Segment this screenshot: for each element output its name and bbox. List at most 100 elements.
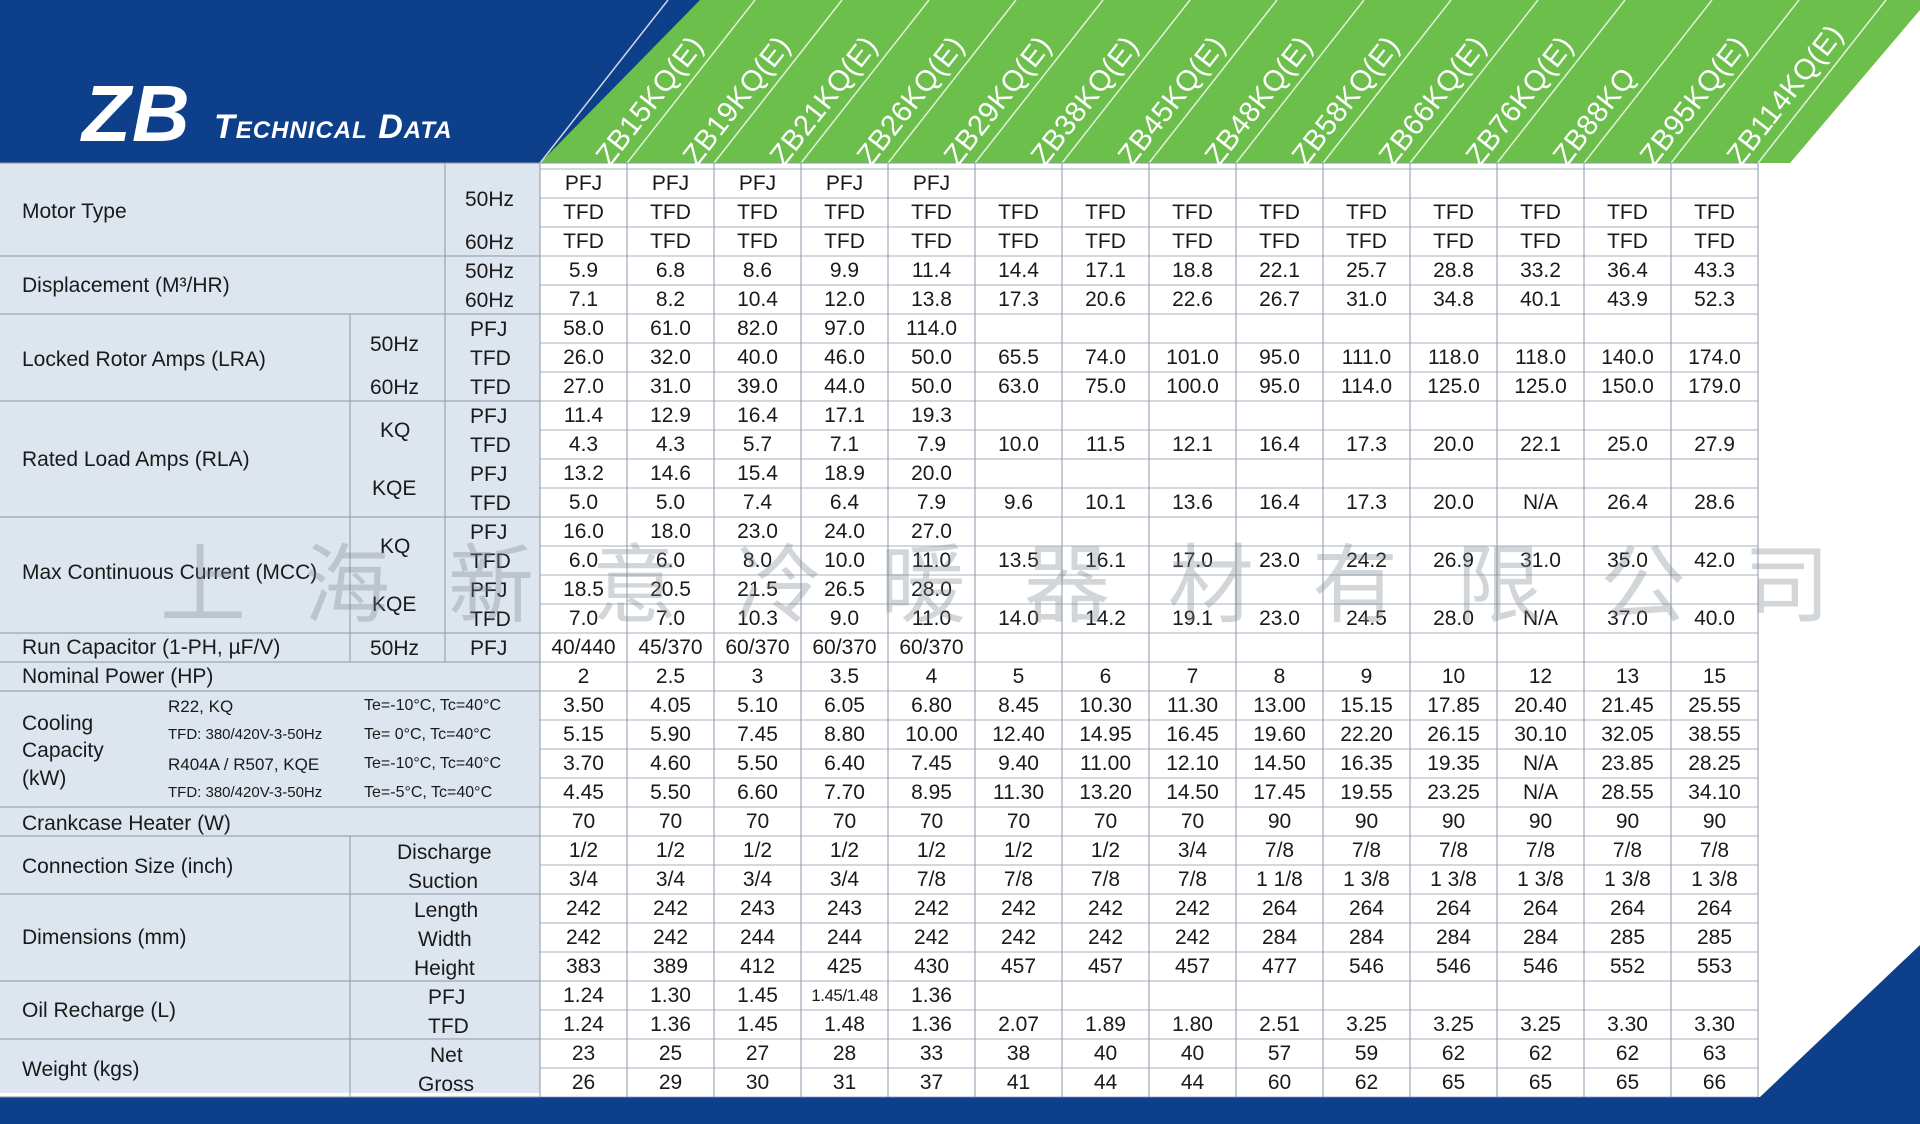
table-cell: 3.5 bbox=[829, 665, 860, 688]
table-cell: 20.6 bbox=[1085, 288, 1126, 311]
table-cell: TFD bbox=[563, 201, 604, 224]
tfd-lra-50: TFD bbox=[470, 347, 511, 370]
table-cell: 18.8 bbox=[1172, 259, 1213, 282]
table-cell: 27 bbox=[745, 1042, 770, 1065]
label-dimensions: Dimensions (mm) bbox=[22, 926, 187, 949]
label-oil: Oil Recharge (L) bbox=[22, 999, 177, 1022]
table-cell: PFJ bbox=[912, 172, 951, 195]
table-cell: TFD bbox=[1259, 201, 1300, 224]
table-cell: 383 bbox=[565, 955, 602, 978]
table-cell: 242 bbox=[565, 926, 602, 949]
table-cell: TFD bbox=[1694, 230, 1735, 253]
table-cell: PFJ bbox=[651, 172, 690, 195]
table-cell: 264 bbox=[1348, 897, 1385, 920]
table-cell: 5.0 bbox=[655, 491, 686, 514]
table-cell: 5.7 bbox=[742, 433, 773, 456]
table-cell: 244 bbox=[826, 926, 863, 949]
table-cell: 1 3/8 bbox=[1430, 868, 1477, 891]
table-cell: 389 bbox=[652, 955, 689, 978]
table-cell: 1.24 bbox=[563, 984, 604, 1007]
table-cell: TFD bbox=[824, 201, 865, 224]
table-cell: 17.3 bbox=[1346, 491, 1387, 514]
table-cell: 7.45 bbox=[911, 752, 952, 775]
table-cell: 10.0 bbox=[998, 433, 1039, 456]
table-cell: 13.8 bbox=[911, 288, 952, 311]
title-technical-data: Technical Data bbox=[214, 108, 453, 146]
table-cell: 1/2 bbox=[1003, 839, 1034, 862]
table-cell: 25.0 bbox=[1607, 433, 1648, 456]
table-cell: 10.3 bbox=[737, 607, 778, 630]
table-cell: 17.85 bbox=[1427, 694, 1480, 717]
table-cell: N/A bbox=[1522, 491, 1558, 514]
table-cell: 19.35 bbox=[1427, 752, 1480, 775]
table-cell: 2.07 bbox=[998, 1013, 1039, 1036]
table-cell: 23.85 bbox=[1601, 752, 1654, 775]
table-cell: 114.0 bbox=[1341, 375, 1392, 398]
pfj-mcc-kqe: PFJ bbox=[470, 579, 508, 602]
table-cell: 1/2 bbox=[829, 839, 860, 862]
table-cell: 11.5 bbox=[1085, 433, 1126, 456]
table-cell: 2 bbox=[577, 665, 590, 688]
table-cell: 7/8 bbox=[1438, 839, 1469, 862]
hz60-lra: 60Hz bbox=[370, 376, 420, 399]
table-cell: 3/4 bbox=[655, 868, 686, 891]
table-cell: 264 bbox=[1696, 897, 1733, 920]
label-cooling-capacity: Cooling Capacity (kW) bbox=[22, 712, 104, 790]
table-cell: 1.36 bbox=[911, 1013, 952, 1036]
table-cell: 7.1 bbox=[829, 433, 860, 456]
table-cell: 62 bbox=[1528, 1042, 1553, 1065]
table-cell: 10.00 bbox=[905, 723, 958, 746]
table-cell: 7/8 bbox=[1177, 868, 1208, 891]
table-cell: 12.9 bbox=[650, 404, 691, 427]
table-cell: 21.5 bbox=[737, 578, 778, 601]
tfd-rla-kqe: TFD bbox=[470, 492, 511, 515]
table-cell: 5.10 bbox=[737, 694, 778, 717]
table-cell: 26.4 bbox=[1607, 491, 1648, 514]
table-cell: 8.6 bbox=[742, 259, 773, 282]
table-cell: 9.6 bbox=[1003, 491, 1034, 514]
table-cell: 242 bbox=[652, 897, 689, 920]
table-cell: 12.40 bbox=[992, 723, 1045, 746]
table-cell: 1.45 bbox=[737, 1013, 778, 1036]
table-cell: 8.45 bbox=[998, 694, 1039, 717]
table-cell: 5.90 bbox=[650, 723, 691, 746]
table-cell: 114.0 bbox=[906, 317, 957, 340]
table-cell: 60 bbox=[1267, 1071, 1292, 1094]
table-cell: 12 bbox=[1528, 665, 1553, 688]
table-cell: 44 bbox=[1180, 1071, 1205, 1094]
table-cell: 7/8 bbox=[1351, 839, 1382, 862]
table-cell: 1.80 bbox=[1172, 1013, 1213, 1036]
table-cell: 101.0 bbox=[1166, 346, 1219, 369]
table-cell: 11.0 bbox=[911, 607, 952, 630]
table-cell: 1.36 bbox=[911, 984, 952, 1007]
table-cell: 284 bbox=[1348, 926, 1385, 949]
table-cell: 174.0 bbox=[1688, 346, 1741, 369]
table-cell: 30.10 bbox=[1514, 723, 1567, 746]
table-cell: 140.0 bbox=[1601, 346, 1654, 369]
table-cell: TFD bbox=[737, 230, 778, 253]
table-cell: 28.0 bbox=[911, 578, 952, 601]
pfj-runcap: PFJ bbox=[470, 637, 508, 660]
table-cell: 242 bbox=[913, 897, 950, 920]
table-cell: 14.6 bbox=[650, 462, 691, 485]
table-cell: TFD bbox=[650, 230, 691, 253]
table-cell: 33 bbox=[919, 1042, 944, 1065]
table-cell: 5.50 bbox=[737, 752, 778, 775]
table-cell: 90 bbox=[1441, 810, 1466, 833]
table-cell: 242 bbox=[652, 926, 689, 949]
table-cell: TFD bbox=[1520, 201, 1561, 224]
table-cell: 27.0 bbox=[911, 520, 952, 543]
table-cell: 17.1 bbox=[824, 404, 865, 427]
tfd-lra-60: TFD bbox=[470, 376, 511, 399]
table-cell: 18.5 bbox=[563, 578, 604, 601]
cond-1: Te=-10°C, Tc=40°C bbox=[364, 697, 502, 714]
table-cell: 70 bbox=[745, 810, 770, 833]
table-cell: 285 bbox=[1609, 926, 1646, 949]
table-cell: 63.0 bbox=[998, 375, 1039, 398]
table-cell: 90 bbox=[1354, 810, 1379, 833]
table-cell: TFD bbox=[1433, 230, 1474, 253]
table-cell: 26.0 bbox=[563, 346, 604, 369]
table-cell: 1 1/8 bbox=[1256, 868, 1303, 891]
table-cell: 457 bbox=[1000, 955, 1037, 978]
table-cell: 11.4 bbox=[563, 404, 604, 427]
